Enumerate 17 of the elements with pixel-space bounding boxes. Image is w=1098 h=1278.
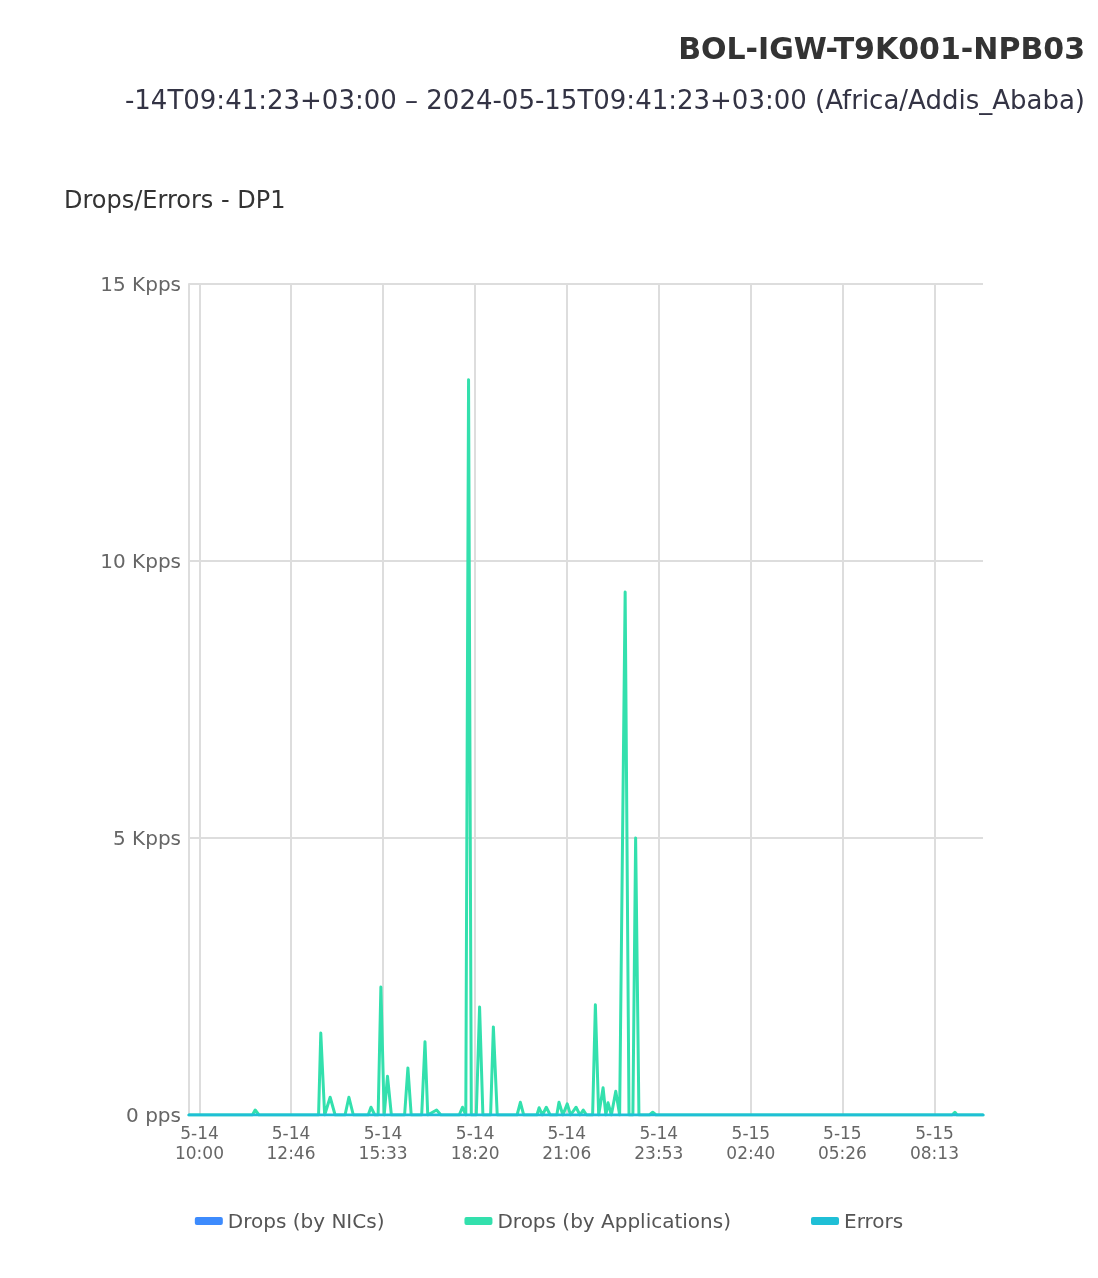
y-tick-label: 15 Kpps [100, 272, 181, 296]
legend-label: Errors [844, 1209, 904, 1233]
x-tick-label: 5-14 21:06 [542, 1123, 592, 1163]
x-tick-label: 5-15 02:40 [726, 1123, 776, 1163]
legend-label: Drops (by NICs) [227, 1209, 385, 1233]
chart-subtitle: -14T09:41:23+03:00 – 2024-05-15T09:41:23+03:00 (Africa/Addis_Ababa) [124, 85, 1085, 115]
text: Drops/Errors - DP1 [64, 186, 286, 214]
y-tick-label: 5 Kpps [112, 826, 181, 850]
chart-title: BOL-IGW-T9K001-NPB03 [678, 30, 1085, 66]
y-tick-label: 10 Kpps [100, 549, 181, 573]
x-tick-label: 5-14 12:46 [266, 1123, 316, 1163]
x-tick-label: 5-15 08:13 [909, 1123, 959, 1163]
x-tick-label: 5-15 05:26 [817, 1123, 867, 1163]
x-tick-label: 5-14 23:53 [634, 1123, 684, 1163]
x-tick-label: 5-14 15:33 [358, 1123, 408, 1163]
legend-label: Drops (by Applications) [497, 1209, 732, 1233]
x-tick-label: 5-14 18:20 [450, 1123, 500, 1163]
